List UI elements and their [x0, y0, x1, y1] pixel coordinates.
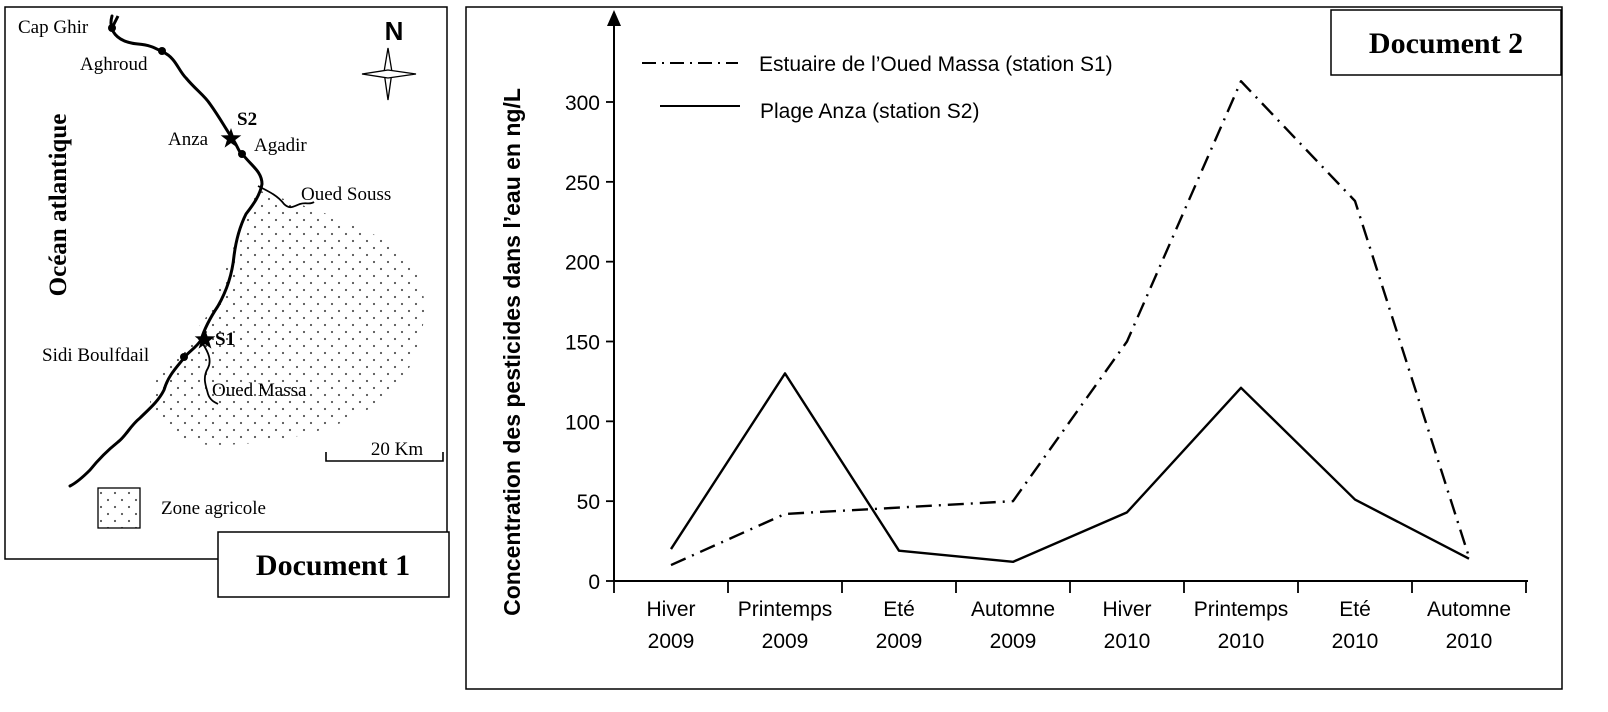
y-tick-label: 300: [565, 92, 600, 115]
town-dot-cap-ghir: [108, 24, 116, 32]
x-tick-label-year: 2010: [1446, 630, 1493, 653]
x-tick-label-season: Hiver: [646, 598, 695, 621]
oued-massa-river: [202, 343, 219, 405]
map-legend: Zone agricole: [97, 487, 266, 529]
x-tick-label-year: 2009: [990, 630, 1037, 653]
x-tick-label-year: 2009: [876, 630, 923, 653]
river-label-oued-souss: Oued Souss: [301, 184, 391, 205]
station-label-s2: S2: [237, 109, 257, 130]
station-s1-star-icon: [194, 329, 216, 349]
legend-label-s2: Plage Anza (station S2): [760, 100, 979, 123]
x-tick-label-season: Hiver: [1102, 598, 1151, 621]
north-arrow-icon: N: [361, 16, 417, 101]
station-label-s1: S1: [215, 329, 235, 350]
y-tick-label: 0: [588, 571, 600, 594]
place-label-aghroud: Aghroud: [80, 54, 148, 75]
map: Cap Ghir Aghroud Anza Agadir Sidi Boulfd…: [18, 14, 444, 529]
y-tick-label: 250: [565, 172, 600, 195]
scale-label: 20 Km: [371, 439, 423, 460]
ocean-label: Océan atlantique: [45, 114, 72, 297]
y-tick-label: 150: [565, 332, 600, 355]
scale-bar: 20 Km: [325, 439, 444, 462]
document2-title-box: [1330, 9, 1562, 76]
series-line-s1-oued-massa: [670, 80, 1471, 567]
document1-panel: Cap Ghir Aghroud Anza Agadir Sidi Boulfd…: [4, 6, 450, 598]
station-s2-star-icon: [220, 128, 242, 148]
x-tick-label-season: Automne: [1427, 598, 1511, 621]
x-tick-label-year: 2009: [648, 630, 695, 653]
north-label: N: [385, 16, 404, 46]
agricultural-zone: [149, 190, 425, 445]
town-dot-sidi-boulfdail: [180, 353, 188, 361]
document1-title: Document 1: [256, 549, 410, 582]
coastline: [68, 14, 264, 488]
y-tick-label: 50: [577, 491, 600, 514]
town-dot-aghroud: [158, 47, 166, 55]
x-ticks: Hiver 2009 Printemps 2009 Eté 2009 Automne 2009…: [613, 581, 1527, 653]
chart-legend: Estuaire de l’Oued Massa (station S1) Pl…: [642, 53, 1113, 123]
place-label-agadir: Agadir: [254, 135, 307, 156]
y-axis-label: Concentration des pesticides dans l’eau …: [499, 88, 525, 616]
document1-title-box: [217, 531, 450, 598]
series-line-s2-plage-anza: [669, 372, 1470, 564]
series-layer: [669, 80, 1471, 567]
x-tick-label-season: Eté: [883, 598, 915, 621]
y-tick-label: 200: [565, 252, 600, 275]
y-axis-arrowhead-icon: [607, 10, 621, 26]
place-label-sidi-boulfdail: Sidi Boulfdail: [42, 345, 149, 366]
y-ticks: 0 50 100 150 200 250 300: [565, 92, 614, 594]
y-tick-label: 100: [565, 411, 600, 434]
legend-label-s1: Estuaire de l’Oued Massa (station S1): [759, 53, 1113, 76]
river-label-oued-massa: Oued Massa: [212, 380, 307, 401]
x-tick-label-year: 2010: [1332, 630, 1379, 653]
x-tick-label-year: 2009: [762, 630, 809, 653]
x-tick-label-season: Printemps: [738, 598, 833, 621]
x-tick-label-year: 2010: [1104, 630, 1151, 653]
oued-souss-river: [257, 185, 315, 209]
document2-title: Document 2: [1369, 27, 1523, 60]
document2-panel: Document 2 Concentration des pesticides …: [465, 6, 1563, 690]
x-tick-label-season: Eté: [1339, 598, 1371, 621]
place-label-cap-ghir: Cap Ghir: [18, 17, 89, 38]
town-dot-agadir: [238, 150, 246, 158]
x-tick-label-season: Automne: [971, 598, 1055, 621]
legend-swatch-agricultural: [97, 487, 141, 529]
legend-label-agricultural: Zone agricole: [161, 498, 266, 519]
x-tick-label-year: 2010: [1218, 630, 1265, 653]
x-tick-label-season: Printemps: [1194, 598, 1289, 621]
document2-frame: [465, 6, 1563, 690]
place-label-anza: Anza: [168, 129, 209, 150]
